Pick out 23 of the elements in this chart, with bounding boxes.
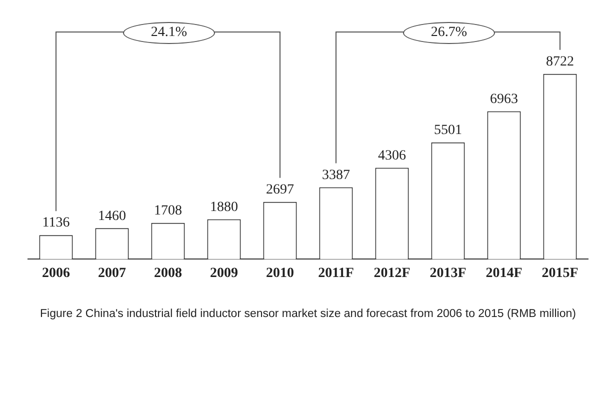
text: 24.1% [123, 22, 215, 44]
x-tick-label: 2010 [266, 266, 294, 282]
data-label: 2697 [266, 182, 294, 198]
x-tick-label: 2015F [542, 266, 578, 282]
data-label: 1136 [42, 216, 70, 231]
x-tick-label: 2011F [318, 266, 354, 282]
data-label: 4306 [378, 148, 406, 164]
x-tick-label: 2012F [374, 266, 410, 282]
x-tick-label: 2007 [98, 266, 126, 282]
data-label: 8722 [546, 54, 574, 70]
data-label: 3387 [322, 168, 350, 183]
x-tick-label: 2008 [154, 266, 182, 282]
text: 26.7% [403, 22, 495, 44]
data-label: 1460 [98, 208, 126, 224]
caption: Figure 2 China's industrial field inductor sensor market size and forecast from 2006 to 2015 (RMB million) [39, 308, 577, 320]
x-tick-label: 2009 [210, 266, 238, 282]
x-tick-label: 2014F [486, 266, 522, 282]
x-tick-label: 2013F [430, 266, 466, 282]
data-label: 1708 [154, 204, 182, 219]
x-tick-label: 2006 [42, 266, 70, 282]
data-label: 1880 [210, 200, 238, 215]
data-label: 6963 [490, 92, 518, 107]
data-label: 5501 [434, 123, 462, 138]
